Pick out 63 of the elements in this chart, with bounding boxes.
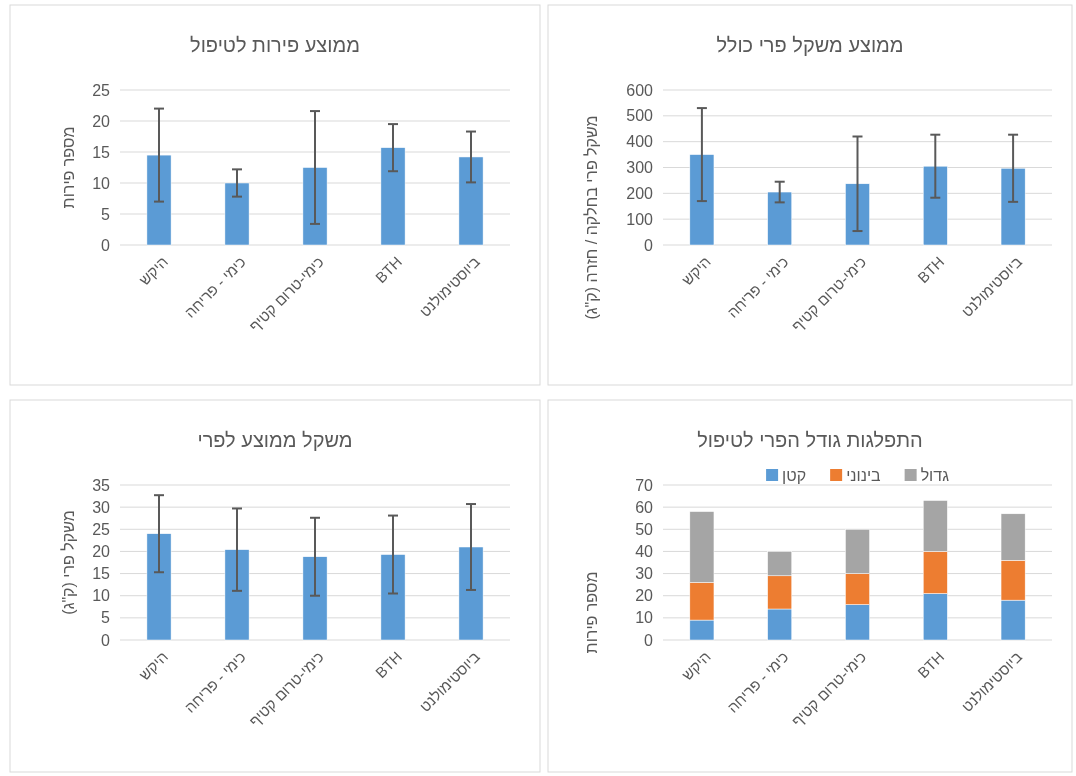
y-axis-title: משקל פרי בחלקה / חזרה (ק"ג) [582, 115, 600, 320]
x-tick-label: ביוסטימולנט [415, 647, 484, 716]
bar [1000, 168, 1026, 246]
bar [146, 154, 172, 246]
y-tick-label: 10 [92, 174, 111, 192]
bar [845, 183, 870, 246]
y-tick-label: 15 [92, 143, 111, 161]
x-tick-label: היקש [135, 252, 172, 289]
bar [689, 154, 715, 246]
y-tick-label: 50 [635, 520, 654, 538]
y-tick-label: 0 [101, 631, 111, 649]
bar [146, 533, 172, 641]
y-tick-label: 60 [635, 498, 654, 516]
y-tick-label: 500 [626, 107, 654, 125]
y-tick-label: 70 [635, 476, 654, 494]
y-tick-label: 20 [92, 542, 111, 560]
bar [458, 546, 484, 641]
chart-title: ממוצע פירות לטיפול [190, 34, 360, 56]
y-tick-label: 0 [644, 631, 654, 649]
y-tick-label: 30 [92, 498, 111, 516]
chart-title: ממוצע משקל פרי כולל [716, 34, 904, 56]
bar [224, 549, 250, 641]
y-tick-label: 40 [635, 542, 654, 560]
legend-label: בינוני [846, 466, 882, 484]
y-tick-label: 25 [92, 81, 111, 99]
bar [767, 191, 793, 246]
x-tick-label: ביוסטימולנט [415, 252, 484, 321]
x-tick-label: ביוסטימולנט [958, 647, 1026, 716]
y-tick-label: 30 [635, 565, 654, 583]
chart-title: משקל ממוצע לפרי [197, 429, 353, 451]
bar [224, 182, 250, 246]
x-tick-label: היקש [135, 647, 172, 684]
y-tick-label: 25 [92, 520, 111, 538]
y-tick-label: 200 [626, 184, 654, 202]
y-tick-label: 20 [92, 112, 111, 130]
chart-title: התפלגות גודל הפרי לטיפול [697, 429, 923, 451]
y-axis-title: מספר פירות [59, 126, 77, 209]
y-tick-label: 400 [626, 133, 654, 151]
x-tick-label: היקש [678, 252, 714, 289]
y-tick-label: 300 [626, 159, 654, 176]
y-tick-label: 35 [92, 476, 111, 494]
bar [380, 554, 406, 641]
y-tick-label: 100 [626, 210, 654, 228]
y-tick-label: 0 [644, 236, 654, 254]
legend-label: גדול [920, 466, 950, 484]
bar [302, 167, 328, 246]
bar [922, 165, 948, 246]
y-tick-label: 10 [635, 609, 654, 627]
y-axis-title: מספר פירות [582, 571, 600, 654]
x-tick-label: ביוסטימולנט [958, 252, 1026, 321]
bar [380, 147, 406, 246]
y-tick-label: 5 [101, 609, 111, 627]
x-tick-label: היקש [678, 647, 714, 684]
y-tick-label: 15 [92, 565, 111, 583]
legend-label: קטן [782, 466, 807, 484]
y-axis-title: משקל פרי (ק"ג) [59, 510, 77, 615]
y-tick-label: 10 [92, 587, 111, 605]
bar [302, 556, 328, 641]
y-tick-label: 600 [626, 81, 654, 99]
bar [458, 156, 484, 246]
y-tick-label: 20 [635, 587, 654, 605]
y-tick-label: 0 [101, 236, 111, 254]
y-tick-label: 5 [101, 205, 111, 223]
